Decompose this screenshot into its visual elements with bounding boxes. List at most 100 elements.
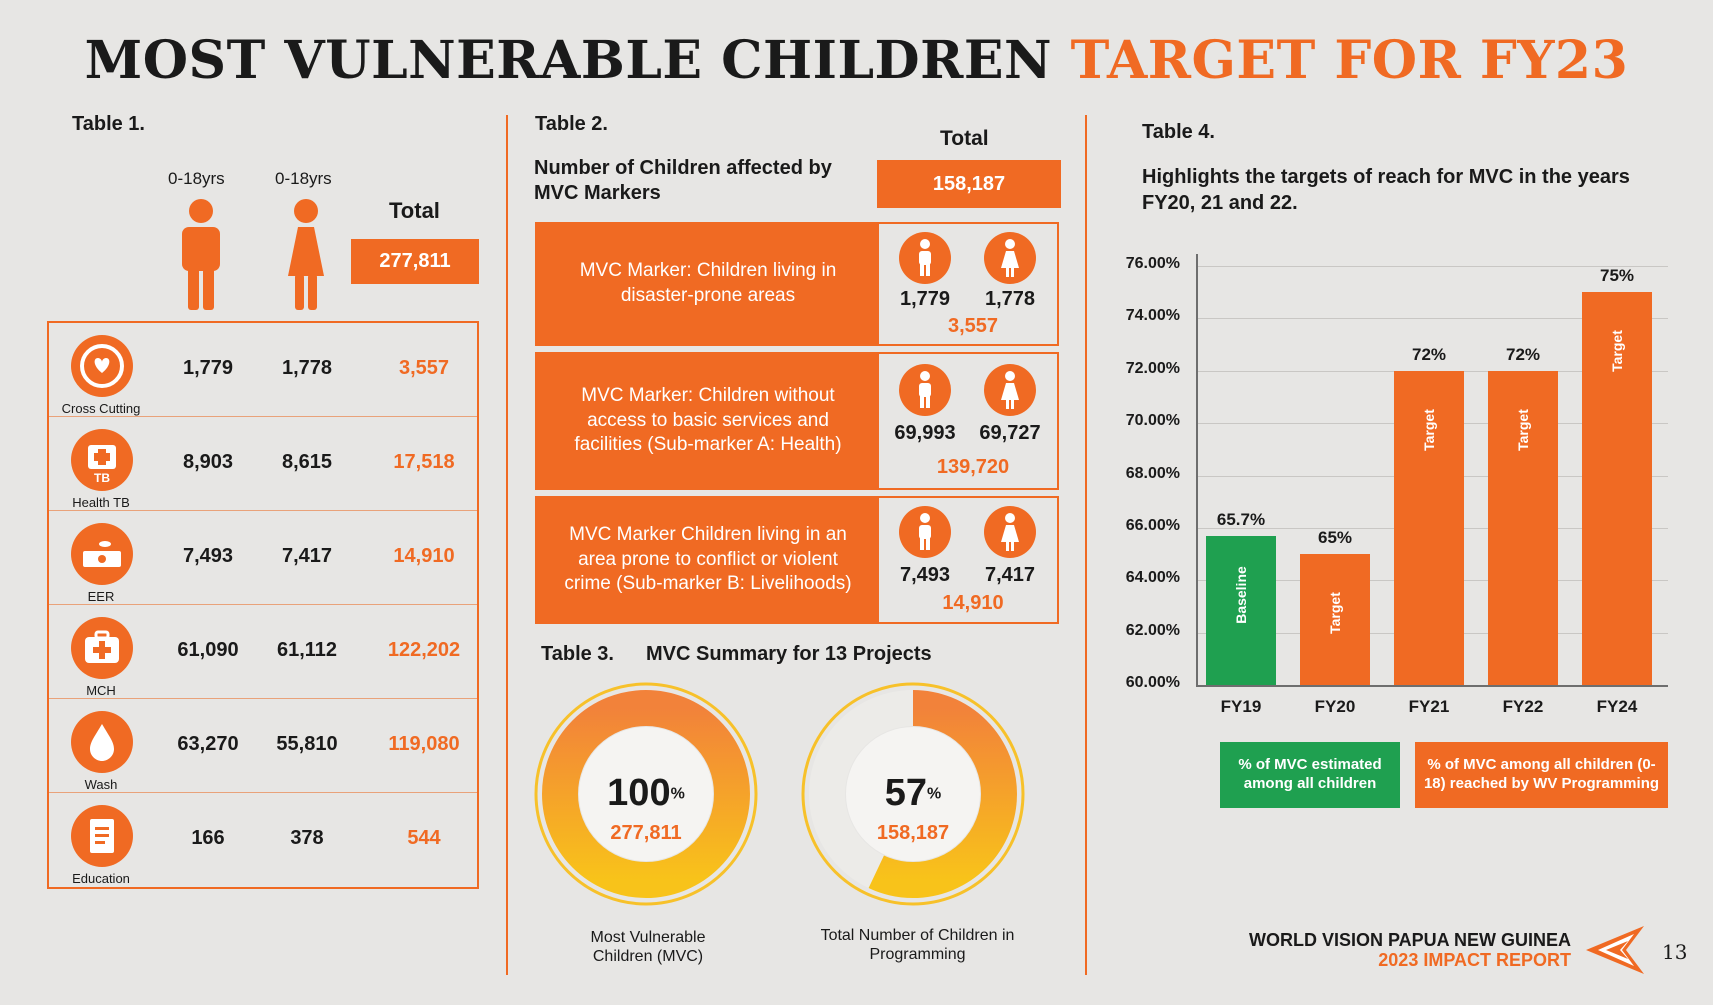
y-tick-label: 60.00% — [1125, 674, 1180, 691]
gridline — [1198, 685, 1668, 686]
male-figure-icon — [899, 364, 951, 416]
bar — [1488, 370, 1558, 685]
donut2-outer-ring — [801, 682, 1025, 906]
x-tick-label: FY22 — [1502, 697, 1544, 716]
donut1-percent: 100% — [596, 772, 696, 815]
male-value: 1,779 — [182, 357, 234, 379]
x-tick-label: FY20 — [1314, 697, 1356, 716]
divider-right — [1085, 115, 1087, 975]
table-row: Wash 63,270 55,810 119,080 — [49, 699, 477, 793]
x-tick-label: FY19 — [1220, 697, 1262, 716]
female-value: 7,417 — [984, 564, 1036, 586]
donut2-value: 158,187 — [876, 822, 950, 844]
table1-label: Table 1. — [72, 113, 145, 135]
gridline — [1198, 266, 1668, 267]
table1-total-value: 277,811 — [351, 239, 479, 284]
table2-label: Table 2. — [535, 113, 608, 135]
table-row: TB Health TB 8,903 8,615 17,518 — [49, 417, 477, 511]
total-value: 3,557 — [398, 357, 450, 379]
legend-target: % of MVC among all children (0-18) reach… — [1415, 742, 1668, 808]
female-figure-icon — [288, 199, 324, 310]
y-tick-label: 68.00% — [1125, 464, 1180, 482]
mvc-marker-card: MVC Marker: Children without access to b… — [535, 352, 1059, 490]
y-tick-label: 74.00% — [1125, 307, 1180, 325]
table-row: Education 166 378 544 — [49, 793, 477, 887]
female-value: 8,615 — [281, 451, 333, 473]
male-value: 8,903 — [182, 451, 234, 473]
table2-total-value: 158,187 — [877, 160, 1061, 208]
donut1-percent-number: 100 — [607, 772, 671, 814]
y-tick-label: 70.00% — [1125, 412, 1180, 430]
gridline — [1198, 632, 1668, 634]
category-label: Health TB — [72, 495, 130, 510]
bar-inner-label: Target — [1515, 408, 1531, 451]
legend-baseline: % of MVC estimated among all children — [1220, 742, 1400, 808]
category-label: MCH — [86, 683, 116, 698]
bar-inner-label: Baseline — [1233, 565, 1249, 624]
age-label-female: 0-18yrs — [275, 169, 332, 188]
male-figure-icon — [899, 232, 951, 284]
bar-inner-label: Target — [1609, 330, 1625, 373]
mvc-marker-card: MVC Marker Children living in an area pr… — [535, 496, 1059, 624]
bar — [1394, 370, 1464, 685]
y-axis — [1196, 254, 1198, 687]
svg-text:TB: TB — [94, 471, 110, 485]
table-row: EER 7,493 7,417 14,910 — [49, 511, 477, 605]
footer-org: WORLD VISION PAPUA NEW GUINEA — [1248, 930, 1571, 950]
table1-grid: Cross Cutting 1,779 1,778 3,557 TB Healt… — [47, 321, 479, 889]
category-label: Wash — [84, 777, 118, 792]
bar — [1582, 292, 1652, 685]
female-value: 378 — [290, 827, 324, 849]
male-value: 69,993 — [894, 422, 956, 444]
page-title: MOST VULNERABLE CHILDREN TARGET FOR FY23 — [0, 30, 1713, 91]
female-value: 1,778 — [281, 357, 333, 379]
data-label: 65.7% — [1216, 509, 1266, 529]
x-axis — [1196, 685, 1668, 687]
donut2-percent: 57% — [863, 772, 963, 815]
total-value: 544 — [407, 827, 441, 849]
donut2-percent-sign: % — [927, 785, 942, 803]
female-value: 7,417 — [281, 545, 333, 567]
marker-description: MVC Marker: Children living in disaster-… — [537, 224, 879, 344]
mvc-marker-card: MVC Marker: Children living in disaster-… — [535, 222, 1059, 346]
male-value: 7,493 — [899, 564, 951, 586]
male-value: 61,090 — [177, 639, 239, 661]
bar — [1206, 535, 1276, 685]
marker-total: 14,910 — [942, 592, 1004, 614]
female-value: 1,778 — [984, 288, 1036, 310]
donut2-percent-number: 57 — [884, 772, 928, 814]
gridline — [1198, 580, 1668, 582]
table-row: Cross Cutting 1,779 1,778 3,557 — [49, 323, 477, 417]
y-tick-label: 66.00% — [1125, 516, 1180, 534]
data-label: 75% — [1599, 266, 1635, 286]
category-label: Education — [72, 871, 130, 886]
donut1-value: 277,811 — [610, 822, 682, 844]
footer-report: 2023 IMPACT REPORT — [1378, 950, 1571, 970]
donut2-arc — [809, 690, 1017, 898]
table2-heading: Number of Children affected by MVC Marke… — [534, 157, 832, 204]
total-value: 14,910 — [393, 545, 455, 567]
y-tick-label: 62.00% — [1125, 621, 1180, 639]
category-label: EER — [87, 589, 115, 604]
title-part1: MOST VULNERABLE CHILDREN — [84, 30, 1052, 91]
male-value: 7,493 — [182, 545, 234, 567]
medical-kit-tb-icon: TB — [71, 429, 133, 491]
table1-total-label: Total — [389, 198, 440, 223]
donut1-percent-sign: % — [670, 785, 685, 803]
donut2-caption: Total Number of Children in Programming — [820, 927, 1015, 964]
donut1-outer-ring — [534, 682, 758, 906]
y-tick-label: 76.00% — [1125, 255, 1180, 272]
x-tick-label: FY21 — [1408, 697, 1450, 716]
gridline — [1198, 423, 1668, 425]
gridline — [1198, 475, 1668, 477]
donut1-caption: Most Vulnerable Children (MVC) — [590, 929, 706, 966]
bar-inner-label: Target — [1327, 592, 1343, 634]
data-label: 72% — [1505, 344, 1541, 364]
table3-label: Table 3. — [541, 643, 614, 665]
money-bundle-icon — [71, 523, 133, 585]
male-value: 63,270 — [177, 733, 239, 755]
bar-inner-label: Target — [1421, 408, 1437, 451]
x-tick-label: FY24 — [1596, 697, 1638, 716]
bar — [1300, 554, 1370, 685]
table3-heading: MVC Summary for 13 Projects — [646, 643, 932, 665]
